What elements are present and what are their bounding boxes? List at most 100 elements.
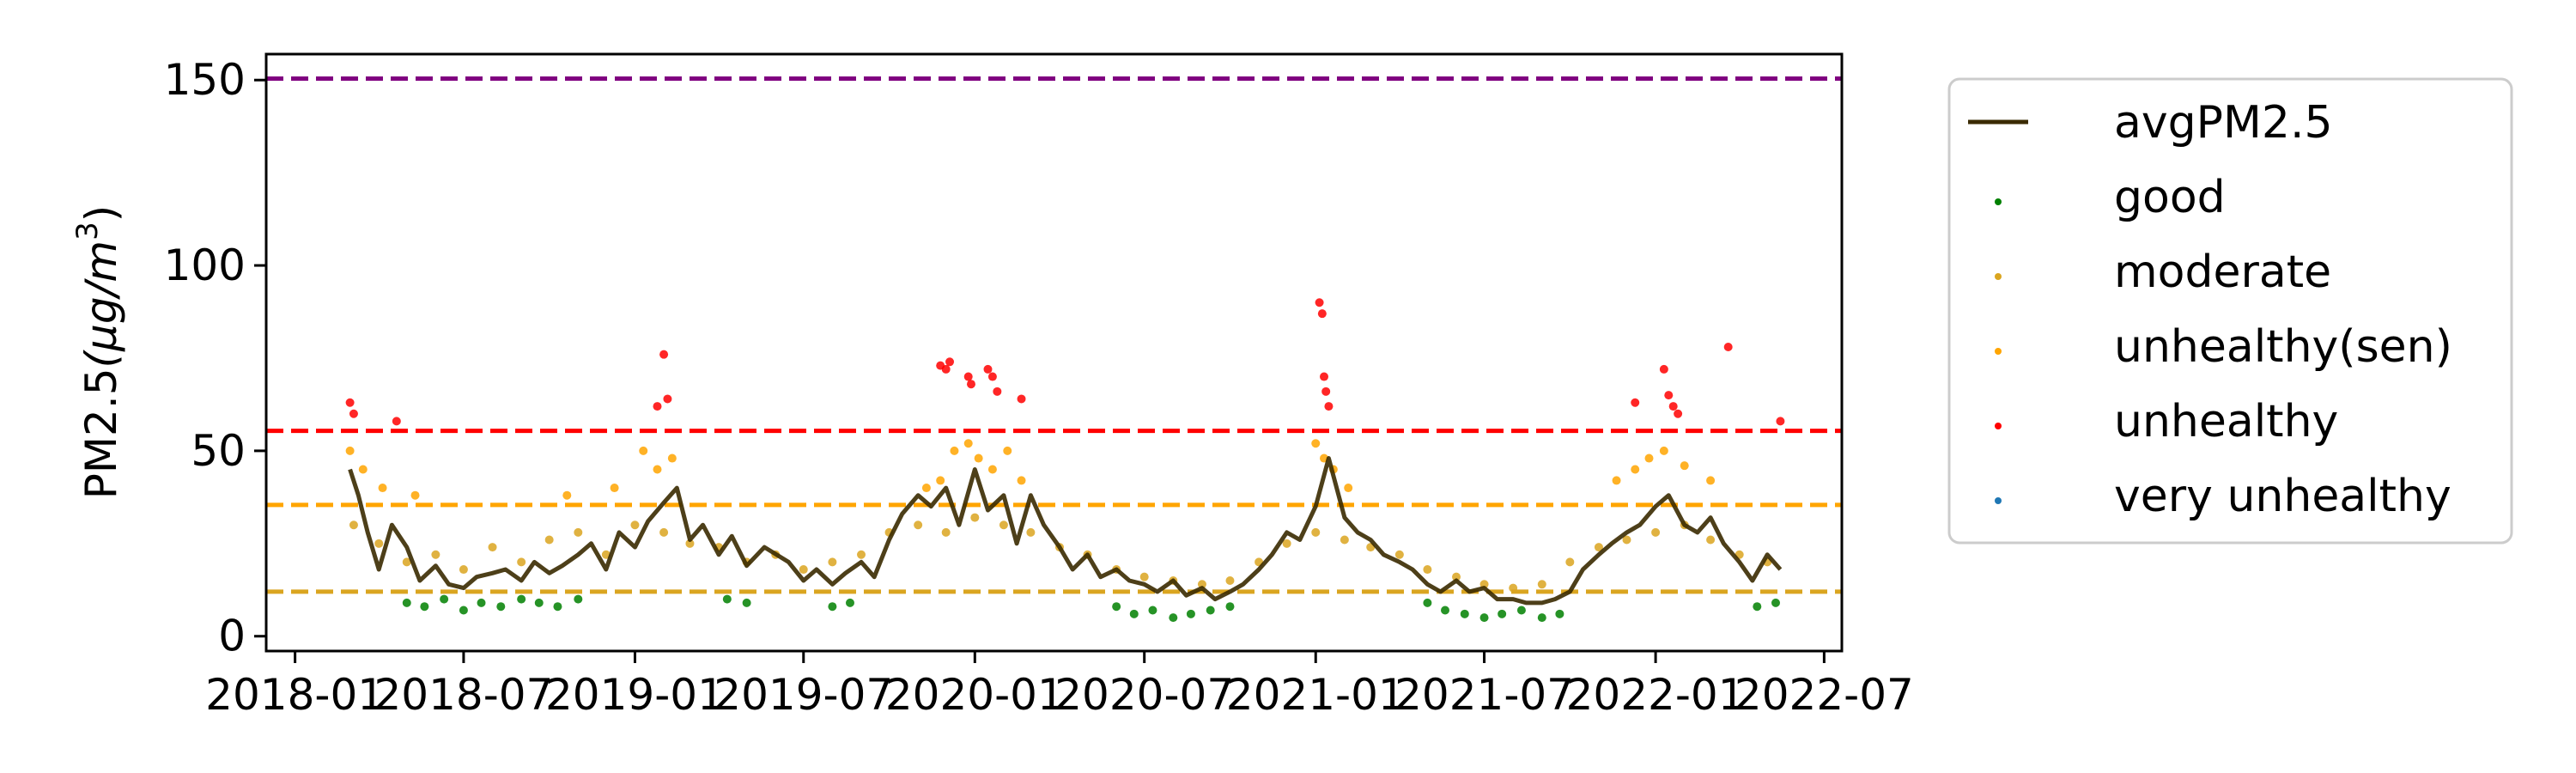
data-point: [936, 476, 945, 485]
data-point: [1344, 484, 1353, 493]
data-point: [402, 557, 411, 567]
data-point: [1674, 409, 1683, 418]
data-point: [392, 417, 401, 426]
legend-label: avgPM2.5: [2114, 97, 2333, 149]
data-point: [1186, 609, 1195, 618]
data-point: [1003, 446, 1012, 455]
data-point: [1320, 372, 1329, 381]
data-point: [1225, 602, 1235, 612]
y-axis-label-close: ): [76, 205, 126, 222]
x-tick-label: 2018-01: [205, 670, 385, 720]
data-point: [1315, 298, 1324, 307]
series-unhealthy: [345, 298, 1785, 426]
legend-label: unhealthy(sen): [2114, 321, 2452, 373]
data-point: [1498, 609, 1507, 618]
data-point: [1340, 535, 1349, 545]
data-point: [1631, 465, 1640, 474]
x-tick-label: 2019-01: [545, 670, 725, 720]
data-point: [1129, 609, 1139, 618]
data-point: [630, 520, 640, 530]
series-unhealthy-sen-: [345, 439, 1716, 500]
data-point: [544, 535, 554, 545]
data-point: [1680, 461, 1689, 471]
x-tick-label: 2019-07: [714, 670, 893, 720]
y-tick-label: 150: [164, 55, 246, 105]
data-point: [488, 543, 497, 552]
data-point: [1622, 535, 1631, 545]
data-point: [1394, 550, 1404, 559]
data-point: [941, 364, 951, 374]
data-point: [496, 602, 506, 612]
data-point: [1668, 402, 1678, 411]
data-point: [653, 402, 662, 411]
data-point: [574, 527, 583, 537]
plot-frame: [264, 52, 1844, 653]
threshold-lines: [266, 76, 1842, 594]
y-axis-label-exponent: 3: [70, 222, 105, 240]
data-point: [1112, 602, 1121, 612]
data-point: [970, 513, 980, 522]
data-point: [1659, 446, 1668, 455]
data-point: [345, 446, 355, 455]
data-point: [1651, 527, 1661, 537]
data-point: [941, 527, 951, 537]
data-point: [983, 364, 993, 374]
data-point: [950, 446, 959, 455]
data-point: [742, 598, 751, 607]
data-point: [921, 484, 931, 493]
data-point: [1771, 598, 1780, 607]
data-point: [987, 465, 997, 474]
data-point: [459, 606, 468, 615]
data-point: [639, 446, 648, 455]
data-point: [1753, 602, 1762, 612]
legend-label: very unhealthy: [2114, 471, 2451, 522]
data-point: [722, 594, 732, 604]
y-axis-label-main: PM2.5: [76, 368, 126, 499]
data-point: [667, 453, 677, 463]
data-point: [659, 527, 669, 537]
x-tick-label: 2022-07: [1735, 670, 1914, 720]
data-point: [610, 484, 619, 493]
data-point: [1776, 417, 1785, 426]
legend-point-marker: [1995, 497, 2002, 504]
scatter-points: [345, 298, 1785, 623]
legend: avgPM2.5 good moderate unhealthy(sen) unheal…: [1947, 77, 2513, 545]
data-point: [845, 598, 854, 607]
average-line: [348, 456, 1783, 606]
data-point: [1017, 394, 1026, 404]
data-point: [402, 598, 411, 607]
data-point: [974, 453, 983, 463]
data-point: [1197, 580, 1206, 589]
data-point: [914, 520, 923, 530]
data-point: [534, 598, 544, 607]
data-point: [1644, 453, 1654, 463]
y-tick-label: 100: [164, 240, 246, 290]
data-point: [574, 594, 583, 604]
data-point: [799, 565, 808, 575]
data-point: [1460, 609, 1469, 618]
data-point: [1565, 557, 1575, 567]
data-point: [1594, 543, 1603, 552]
data-point: [653, 465, 662, 474]
legend-point-marker: [1995, 348, 2002, 355]
avg-pm25-line: [348, 456, 1783, 606]
data-point: [477, 598, 486, 607]
data-point: [945, 357, 955, 367]
data-point: [1509, 583, 1518, 593]
data-point: [345, 398, 355, 407]
data-point: [1706, 535, 1716, 545]
data-point: [857, 550, 866, 559]
x-tick-label: 2022-01: [1566, 670, 1746, 720]
y-tick-label: 0: [218, 612, 246, 661]
x-tick-label: 2021-07: [1394, 670, 1574, 720]
data-point: [1706, 476, 1716, 485]
data-point: [1317, 309, 1327, 319]
data-point: [1479, 613, 1489, 623]
data-point: [1423, 598, 1432, 607]
x-tick-label: 2018-07: [374, 670, 553, 720]
legend-point-marker: [1995, 423, 2002, 429]
data-point: [517, 594, 526, 604]
data-point: [828, 602, 837, 612]
data-point: [349, 520, 358, 530]
x-tick-label: 2021-01: [1226, 670, 1406, 720]
